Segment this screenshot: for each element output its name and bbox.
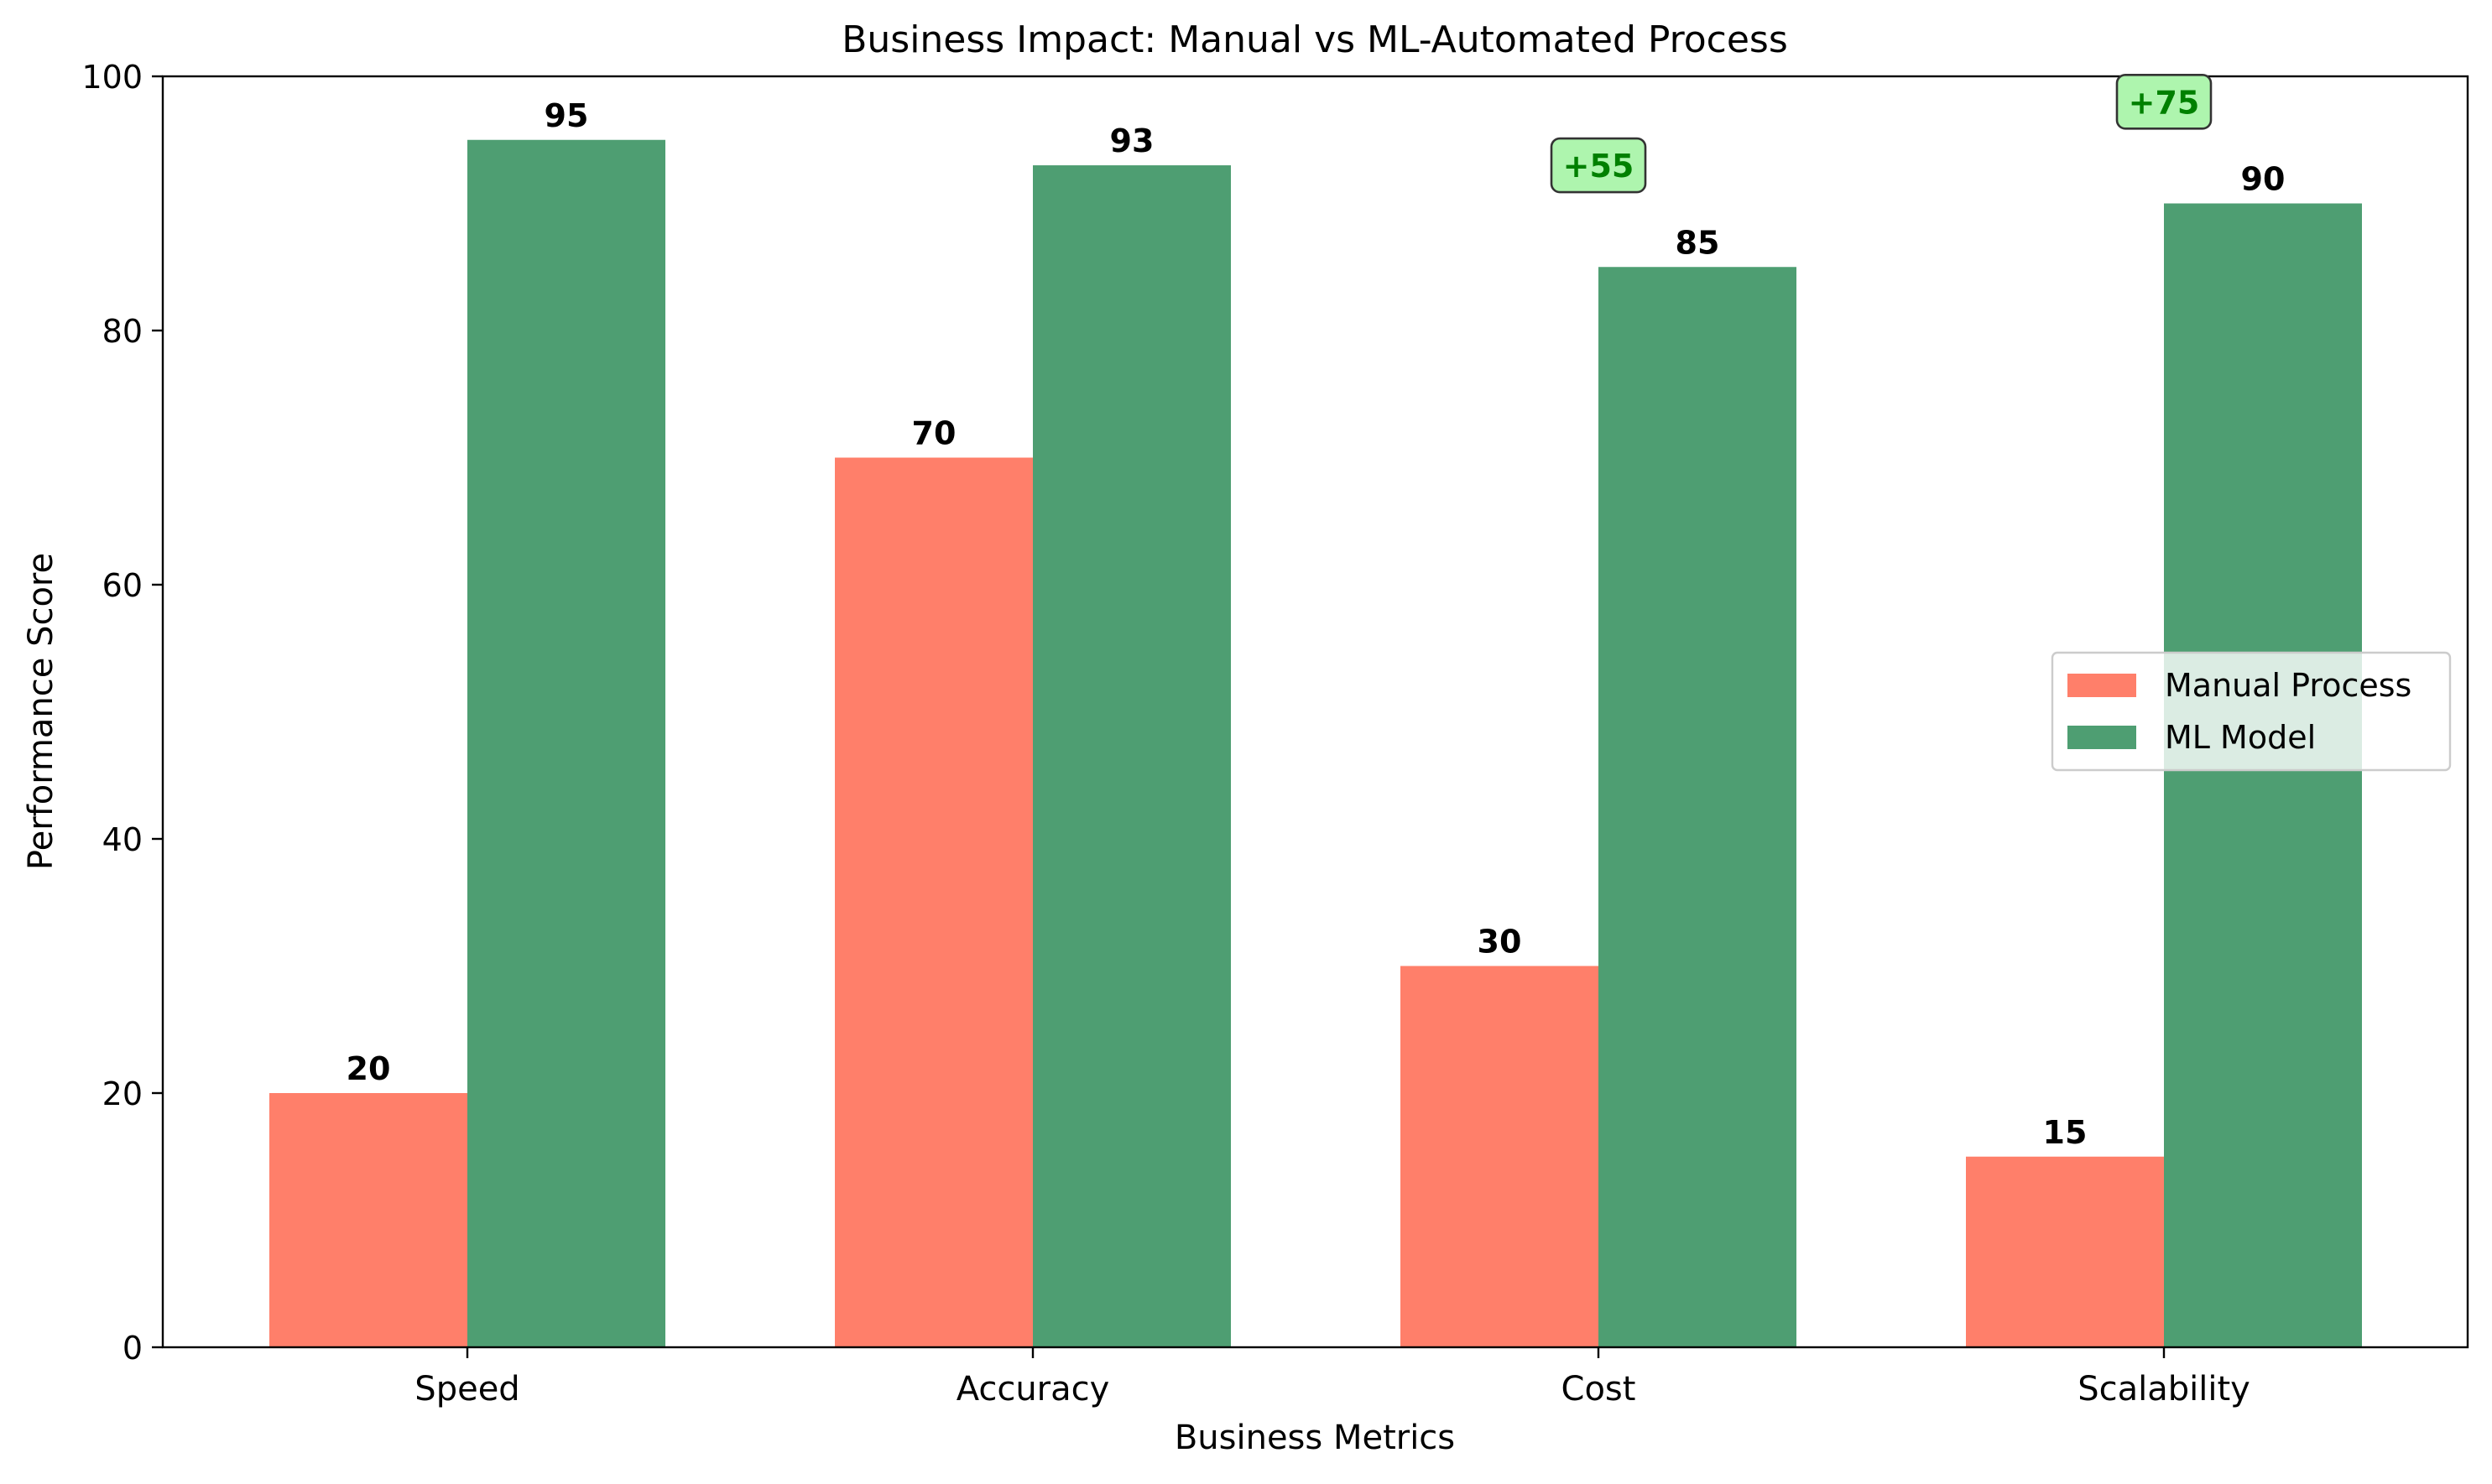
chart-title: Business Impact: Manual vs ML-Automated … (842, 18, 1788, 61)
legend-box (2051, 651, 2452, 772)
legend-swatch-ml-model (2067, 726, 2136, 749)
y-tick-label: 80 (102, 313, 143, 350)
y-tick-label: 100 (81, 59, 143, 96)
data-label-manual-process-scalability: 15 (2043, 1114, 2088, 1151)
legend-label-ml-model: ML Model (2165, 719, 2316, 756)
bar-ml-model-accuracy (1033, 165, 1231, 1347)
x-axis-label: Business Metrics (1175, 1419, 1455, 1457)
x-tick-label-scalability: Scalability (2078, 1370, 2250, 1408)
bar-ml-model-speed (467, 139, 665, 1347)
x-tick-label-speed: Speed (414, 1370, 519, 1408)
bar-manual-process-accuracy (835, 457, 1033, 1347)
annotation-text-scalability: +75 (2129, 84, 2200, 121)
data-label-manual-process-accuracy: 70 (912, 415, 957, 452)
annotation-text-cost: +55 (1563, 148, 1634, 185)
y-tick-label: 60 (102, 567, 143, 604)
legend-swatch-manual-process (2067, 674, 2136, 697)
x-tick-label-cost: Cost (1561, 1370, 1636, 1408)
bar-manual-process-cost (1400, 966, 1598, 1347)
y-tick-label: 0 (123, 1330, 143, 1367)
x-tick-label-accuracy: Accuracy (957, 1370, 1110, 1408)
y-tick-label: 40 (102, 821, 143, 858)
legend: Manual Process ML Model (2051, 651, 2452, 772)
annotation-box-scalability (2115, 74, 2213, 130)
bar-manual-process-scalability (1966, 1156, 2164, 1347)
data-label-ml-model-accuracy: 93 (1110, 122, 1155, 159)
legend-label-manual-process: Manual Process (2165, 667, 2411, 704)
data-label-ml-model-speed: 95 (545, 97, 589, 134)
y-axis-label: Performance Score (22, 553, 60, 870)
data-label-manual-process-speed: 20 (347, 1050, 391, 1087)
plot-frame (161, 75, 2469, 1349)
data-label-ml-model-scalability: 90 (2241, 161, 2286, 198)
data-label-ml-model-cost: 85 (1676, 224, 1720, 261)
bar-ml-model-scalability (2164, 203, 2362, 1347)
bar-ml-model-cost (1598, 267, 1796, 1347)
bar-manual-process-speed (269, 1093, 467, 1347)
data-label-manual-process-cost: 30 (1478, 924, 1522, 961)
annotation-box-cost (1550, 137, 1647, 194)
y-tick-label: 20 (102, 1075, 143, 1112)
